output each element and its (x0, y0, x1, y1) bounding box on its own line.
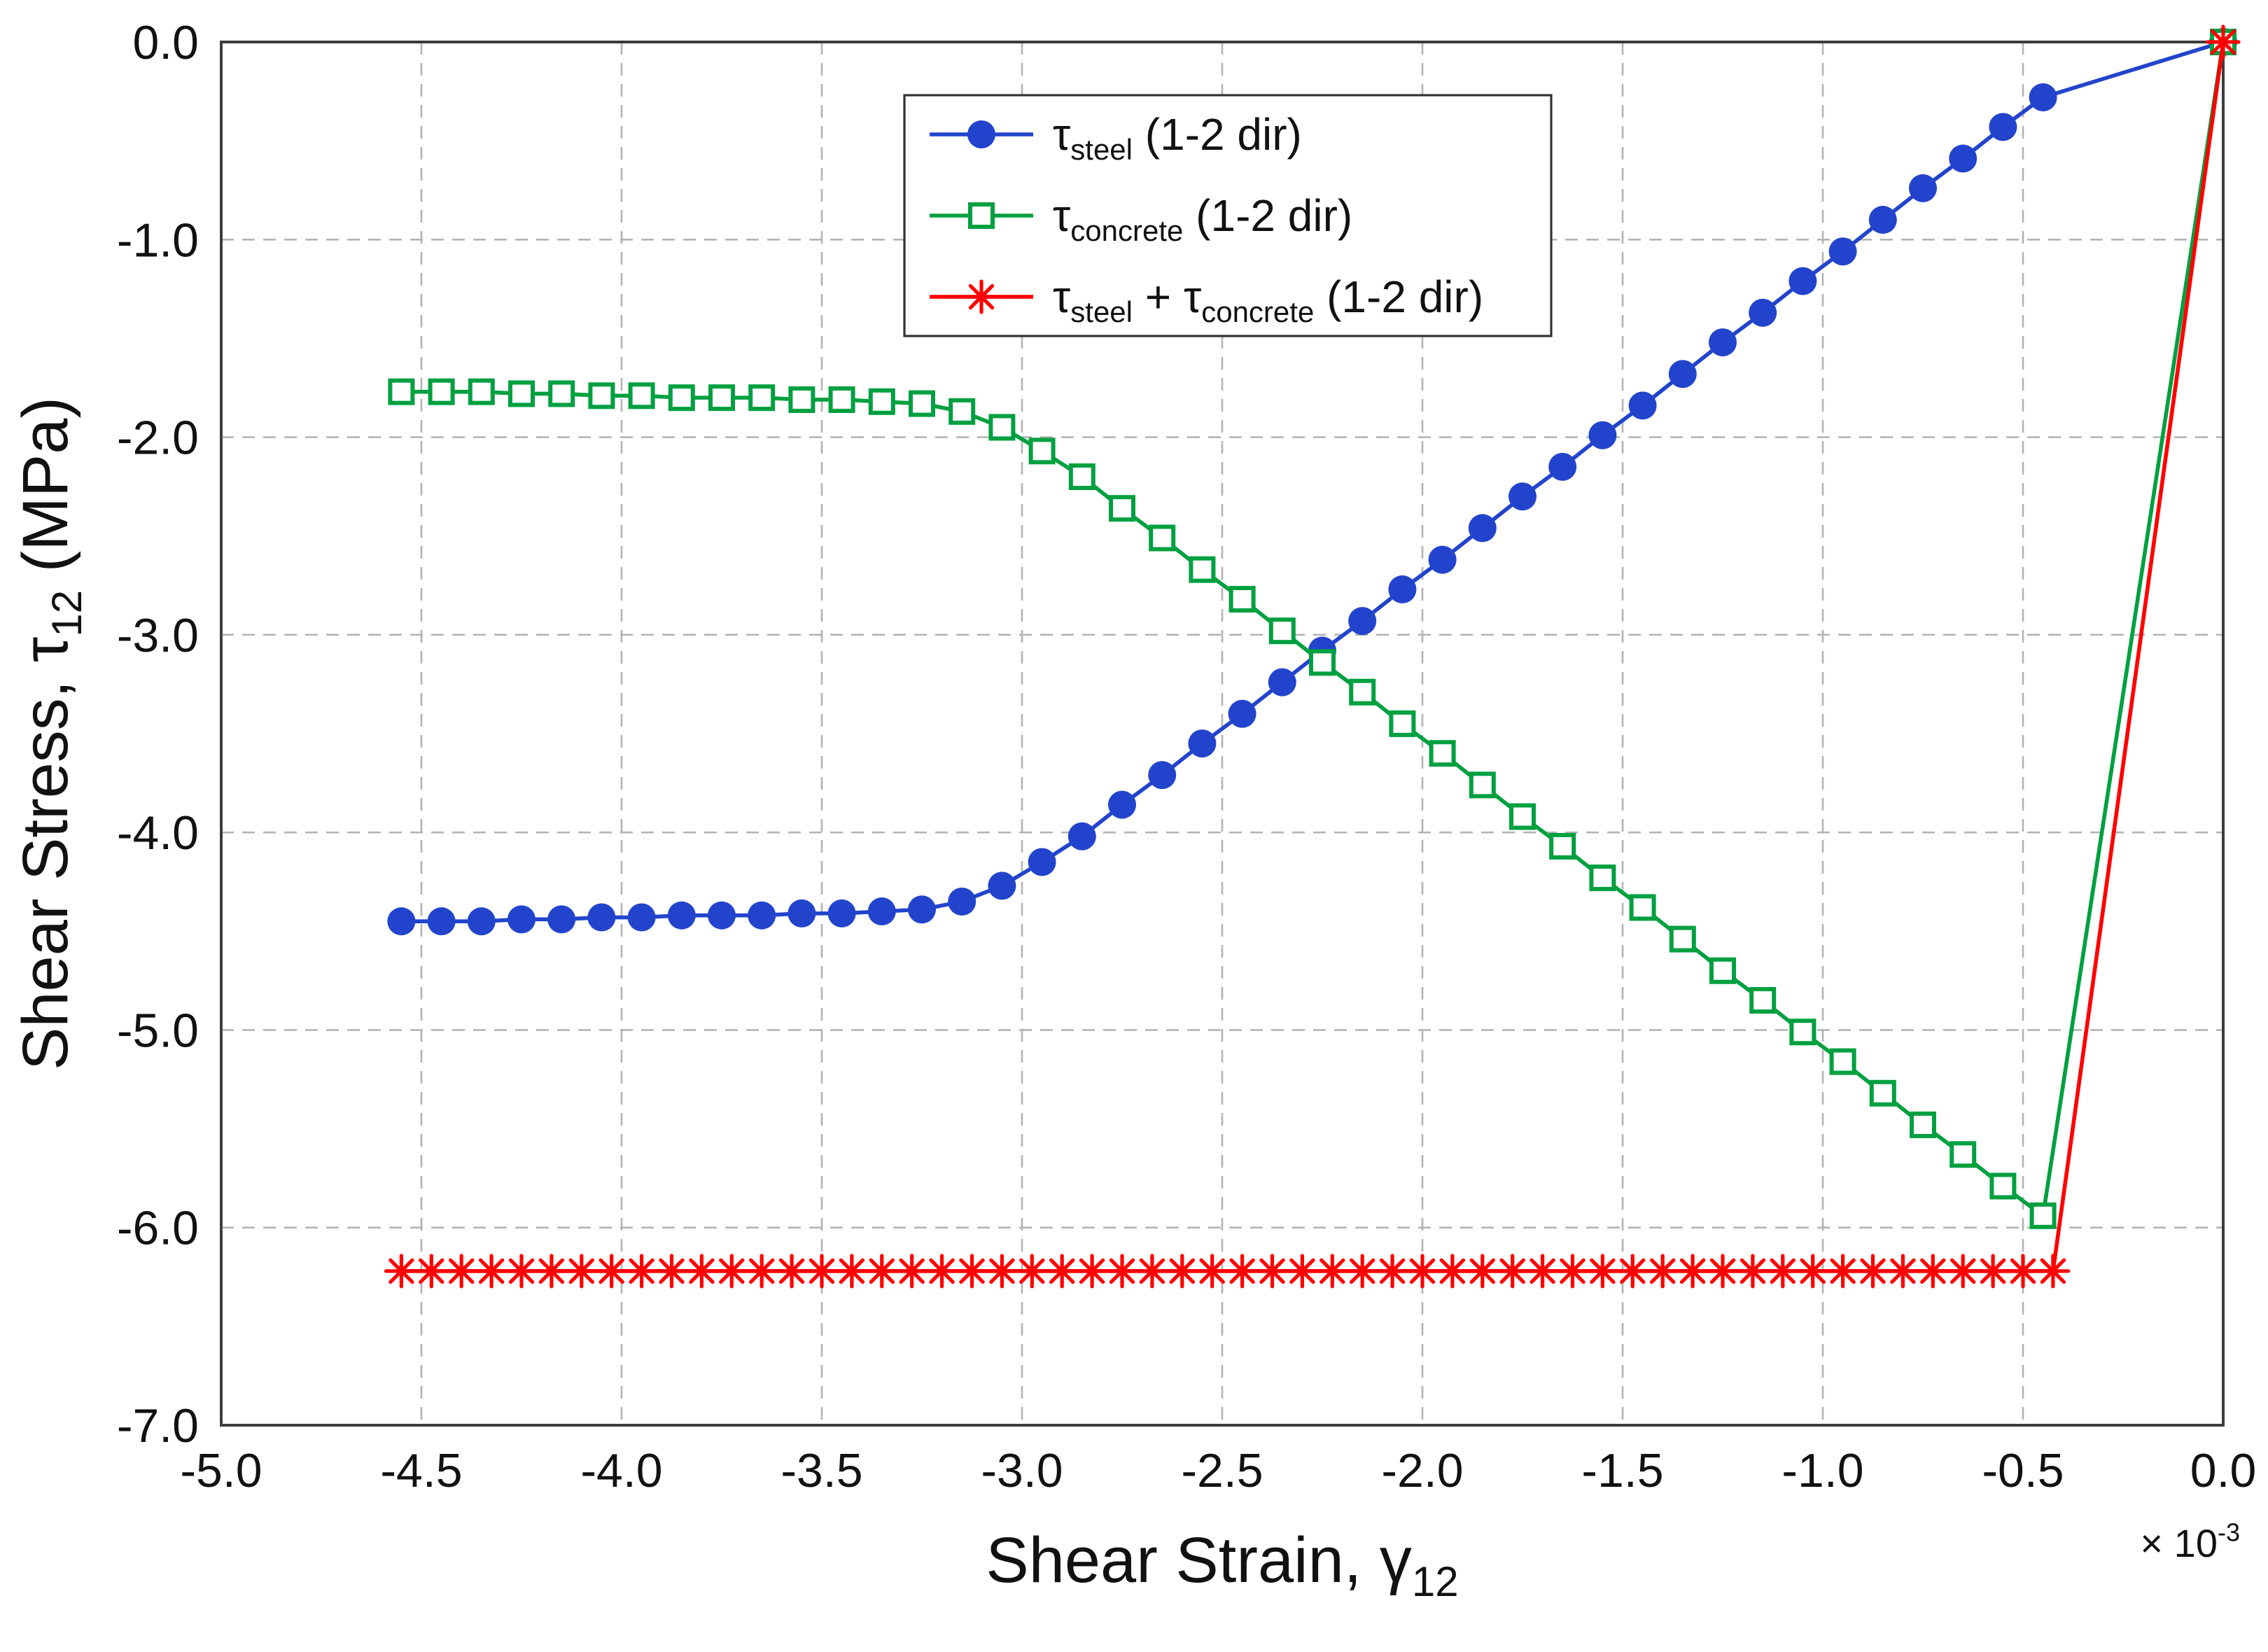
x-tick-labels: -5.0 -4.5 -4.0 -3.5 -3.0 -2.5 -2.0 -1.5 -1.0 -0.5… (180, 1444, 2256, 1497)
x-axis-multiplier: × 10-3 (2140, 1518, 2240, 1565)
svg-text:-1.0: -1.0 (117, 214, 199, 267)
y-tick-labels: 0.0 -1.0 -2.0 -3.0 -4.0 -5.0 -6.0 -7.0 (117, 16, 199, 1452)
svg-text:-5.0: -5.0 (180, 1444, 262, 1497)
svg-text:-2.5: -2.5 (1181, 1444, 1263, 1497)
svg-text:-5.0: -5.0 (117, 1004, 199, 1057)
legend-label-sum: τsteel + τconcrete (1-2 dir) (1053, 272, 1483, 328)
svg-text:-7.0: -7.0 (117, 1399, 199, 1452)
legend-entry-steel: τsteel (1-2 dir) (930, 109, 1302, 166)
markers-concrete (388, 29, 2236, 1229)
series-concrete (388, 29, 2236, 1229)
legend-entry-concrete: τconcrete (1-2 dir) (930, 190, 1352, 247)
legend-label-concrete: τconcrete (1-2 dir) (1053, 190, 1352, 247)
series-steel (387, 28, 2237, 936)
markers-sum (384, 24, 2241, 1289)
svg-text:-3.0: -3.0 (117, 609, 199, 662)
svg-text:-6.0: -6.0 (117, 1202, 199, 1255)
svg-text:-1.5: -1.5 (1581, 1444, 1663, 1497)
svg-text:-3.0: -3.0 (981, 1444, 1063, 1497)
series-sum (384, 24, 2241, 1289)
gridlines (221, 42, 2223, 1425)
x-axis-title: Shear Strain, γ12 (986, 1525, 1458, 1605)
legend-entry-sum: τsteel + τconcrete (1-2 dir) (930, 272, 1483, 328)
svg-text:-4.0: -4.0 (117, 806, 199, 860)
legend-label-steel: τsteel (1-2 dir) (1053, 109, 1302, 166)
svg-text:0.0: 0.0 (132, 16, 199, 69)
svg-text:-2.0: -2.0 (1381, 1444, 1463, 1497)
svg-text:-4.5: -4.5 (380, 1444, 462, 1497)
svg-text:-2.0: -2.0 (117, 412, 199, 465)
legend: τsteel (1-2 dir) τconcrete (1-2 dir) τstee… (903, 94, 1553, 337)
y-axis-title: Shear Stress, τ12 (MPa) (10, 397, 90, 1070)
svg-text:-0.5: -0.5 (1982, 1444, 2064, 1497)
svg-text:-4.0: -4.0 (580, 1444, 662, 1497)
svg-text:-1.0: -1.0 (1782, 1444, 1863, 1497)
svg-text:-3.5: -3.5 (780, 1444, 862, 1497)
svg-text:0.0: 0.0 (2190, 1444, 2257, 1497)
plot-frame (220, 41, 2225, 1427)
